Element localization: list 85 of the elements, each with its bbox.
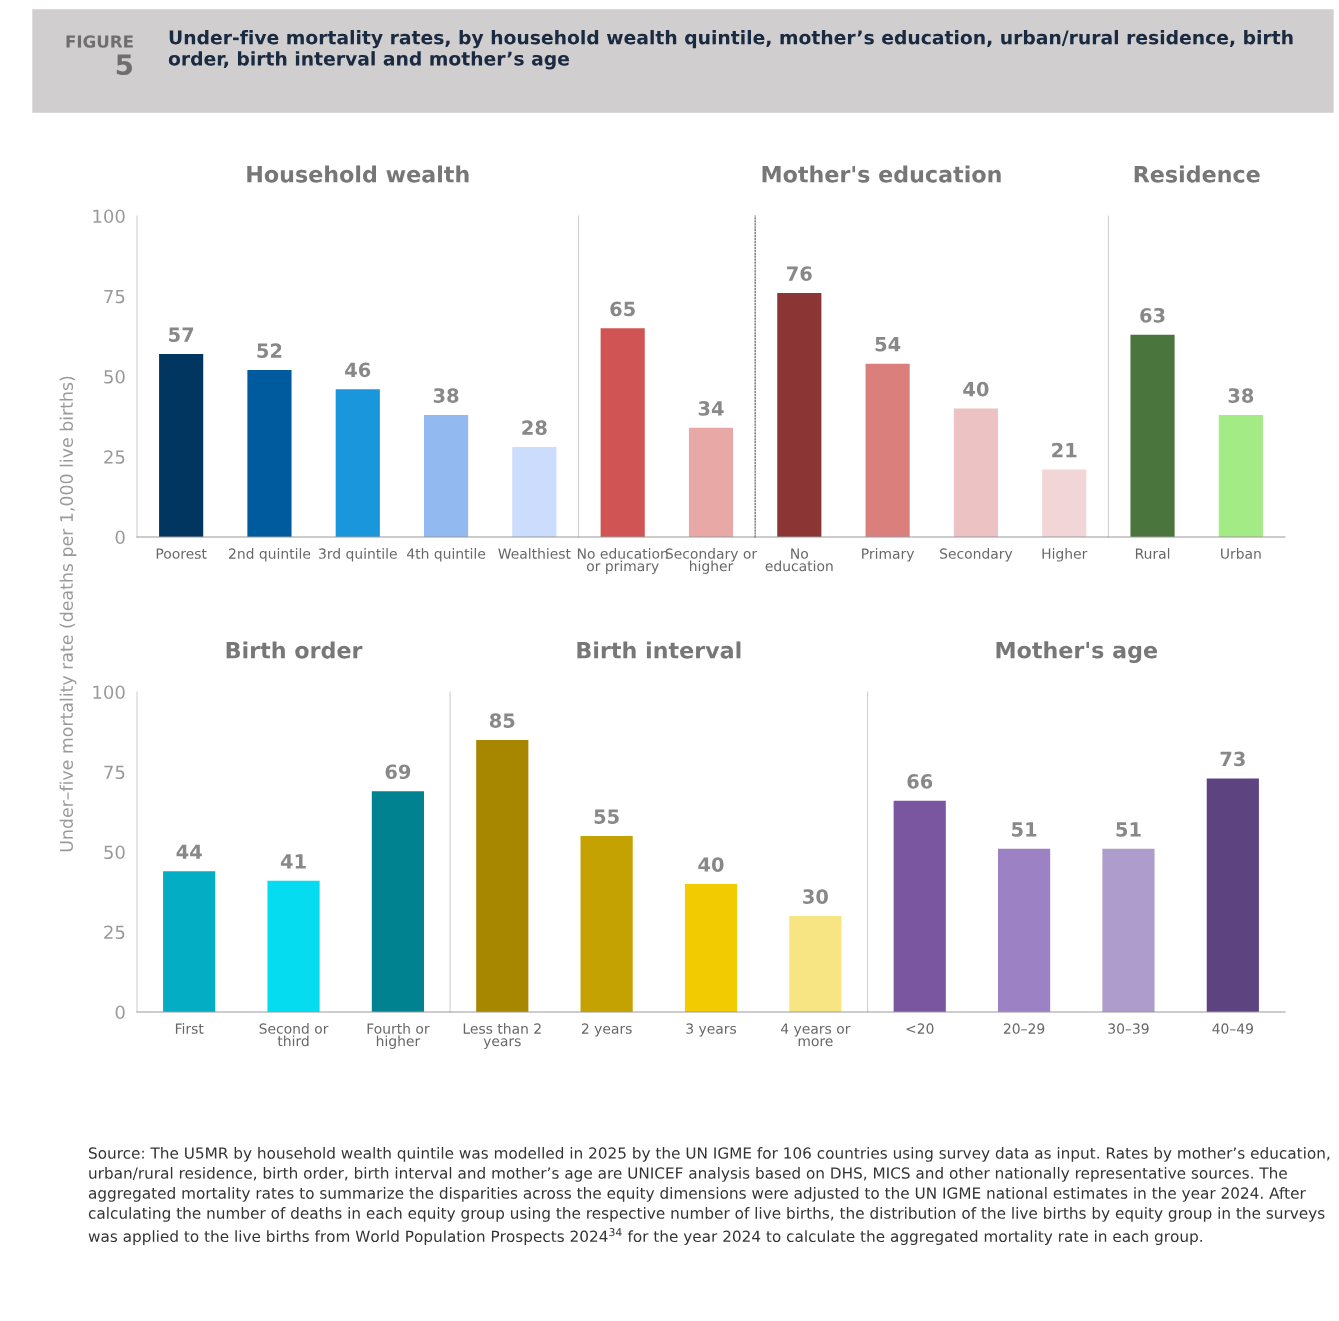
text: FIGURE (66, 35, 133, 48)
x-tick-label: Second or third (259, 1023, 329, 1047)
chart-title: Birth order (226, 641, 363, 659)
y-tick-label: 0 (115, 1005, 125, 1020)
x-tick-label: 30–39 (1108, 1023, 1149, 1034)
data-label: 51 (1012, 822, 1037, 837)
y-tick-label: 25 (104, 925, 125, 940)
y-tick-label: 100 (93, 685, 125, 700)
x-tick-label: 40–49 (1212, 1023, 1253, 1034)
bar (865, 363, 910, 537)
y-tick-label: 75 (104, 765, 125, 780)
data-label: 38 (1228, 388, 1254, 403)
y-tick-label: 75 (104, 289, 125, 304)
x-tick-label: Secondary or higher (665, 548, 758, 574)
x-tick-label: Secondary (940, 548, 1013, 562)
data-label: 40 (698, 857, 724, 872)
y-tick-label: 0 (115, 530, 125, 545)
bar (476, 740, 529, 1012)
x-tick-label: First (175, 1023, 204, 1034)
bar (684, 884, 738, 1012)
x-tick-label: 2 years (581, 1023, 632, 1037)
x-tick-label: 2nd quintile (229, 548, 311, 562)
y-tick-label: 25 (104, 450, 125, 464)
data-label: 46 (345, 362, 371, 378)
x-tick-label: Urban (1221, 548, 1261, 559)
x-tick-label: No education or primary (577, 548, 668, 574)
data-label: 44 (176, 844, 202, 859)
data-label: 51 (1116, 822, 1141, 837)
chart-title: Household wealth (247, 165, 469, 183)
x-tick-label: Less than 2 years (463, 1023, 541, 1049)
bar (424, 415, 469, 537)
data-label: 55 (594, 809, 619, 824)
x-tick-label: Primary (862, 548, 915, 562)
data-label: 57 (169, 327, 194, 342)
data-label: 41 (280, 854, 306, 869)
data-label: 52 (257, 343, 282, 358)
data-label: 66 (907, 774, 933, 789)
bar (512, 447, 557, 537)
y-axis-title: Under–five mortality rate (deaths per 1,000 live births) (59, 376, 77, 852)
data-label: 73 (1220, 751, 1245, 767)
text: Under-five mortality rates, by household wealth quintile, mother’s education, urban/rural residence, birth order, birth interval and mother’s age (168, 30, 1293, 70)
chart-title: Mother's age (996, 641, 1157, 663)
bar (247, 370, 292, 537)
x-tick-label: Rural (1135, 548, 1170, 559)
data-label: 21 (1052, 442, 1077, 458)
x-tick-label: 3rd quintile (319, 548, 397, 562)
bar (371, 791, 424, 1012)
x-tick-label: Wealthiest (498, 548, 571, 559)
bar (953, 408, 998, 537)
data-label: 30 (803, 889, 828, 904)
chart-title: Birth interval (577, 641, 741, 659)
y-tick-label: 50 (104, 369, 125, 384)
data-label: 40 (963, 381, 989, 397)
x-tick-label: Poorest (156, 548, 207, 559)
data-label: 65 (610, 301, 635, 317)
data-label: 69 (385, 764, 411, 780)
x-tick-label: <20 (906, 1023, 934, 1034)
bar (267, 880, 320, 1012)
bar (789, 916, 842, 1012)
data-label: 38 (433, 388, 459, 403)
x-tick-label: Fourth or higher (367, 1023, 430, 1049)
bar (163, 871, 216, 1012)
x-tick-label: Higher (1042, 548, 1088, 562)
bar (159, 354, 204, 537)
x-tick-label: 20–29 (1003, 1023, 1045, 1034)
bar (1042, 469, 1087, 537)
data-label: 63 (1140, 307, 1165, 323)
bar (335, 389, 380, 537)
x-tick-label: No education (765, 548, 833, 572)
text: 5 (116, 54, 133, 76)
chart-title: Mother's education (762, 165, 1001, 183)
y-tick-label: 100 (93, 209, 125, 224)
data-label: 85 (489, 713, 515, 728)
data-label: 28 (522, 420, 547, 436)
y-tick-label: 50 (104, 845, 125, 860)
data-label: 34 (698, 401, 724, 416)
data-label: 76 (787, 266, 812, 281)
source-note: Source: The U5MR by household wealth quintile was modelled in 2025 by the UN IGME for 106 countries using survey data as input. Rates by mother’s education, urban/rural residence, birth order, birth interval and mother’s age are UNICEF analysis based on DHS, MICS and other nationally representative sources. The aggregated mortality rates to summarize the disparities across the equity dimensions were adjusted to the UN IGME national estimates in the year 2024. After calculating the number of deaths in each equity group using the respective number of live births, the distribution of the live births by equity group in the surveys was applied to the live births from World Population Prospects 2024$^{34}$ for the year 2024 to calculate the aggregated mortality rate in each group. (88, 1147, 1330, 1246)
data-label: 54 (875, 337, 901, 352)
bar (777, 293, 822, 537)
x-tick-label: 3 years (686, 1023, 737, 1037)
bar (580, 836, 633, 1012)
x-tick-label: 4th quintile (407, 548, 486, 562)
x-tick-label: 4 years or more (781, 1023, 851, 1047)
chart-title: Residence (1134, 165, 1260, 183)
